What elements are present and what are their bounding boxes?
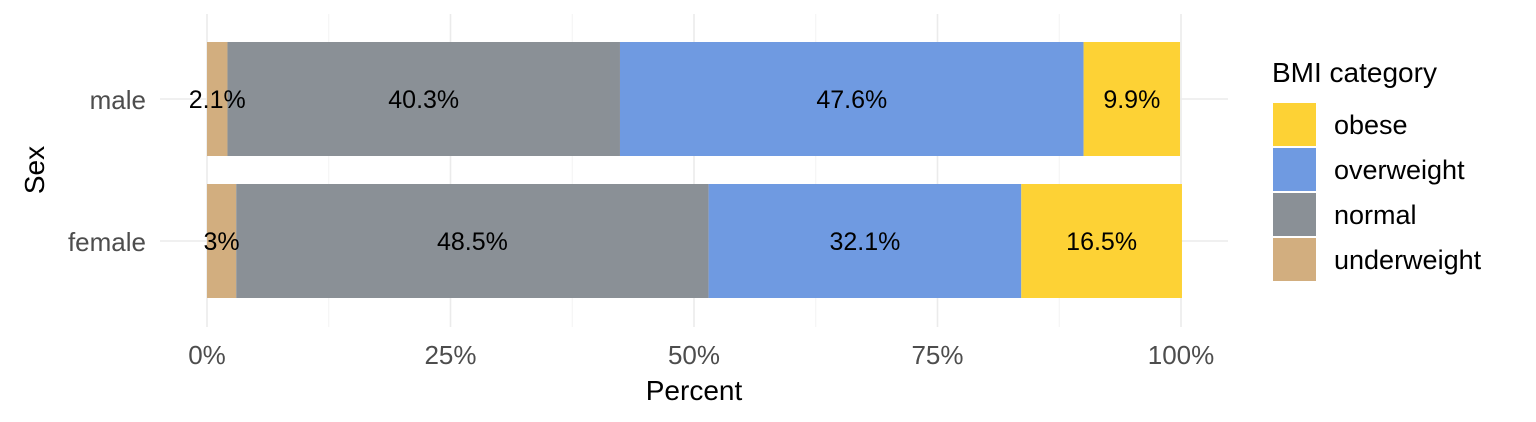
legend-label-normal: normal	[1334, 200, 1417, 230]
bar-overweight-male	[619, 42, 1084, 156]
bar-underweight-female	[207, 184, 237, 298]
y-axis-ticks: male female	[68, 85, 146, 257]
legend-label-obese: obese	[1334, 110, 1408, 140]
x-tick-label: 100%	[1148, 340, 1215, 370]
y-tick-label-male: male	[90, 85, 146, 115]
legend: BMI category obese overweight normal underw…	[1272, 57, 1482, 281]
y-axis-title: Sex	[19, 146, 50, 194]
data-labels: 2.1% 40.3% 47.6% 9.9% 3% 48.5% 32.1% 16.5%	[189, 86, 1161, 256]
legend-key-underweight	[1273, 238, 1316, 281]
legend-key-obese	[1273, 103, 1316, 146]
legend-title: BMI category	[1272, 57, 1437, 88]
x-axis-title: Percent	[646, 375, 743, 406]
data-label-normal-male: 40.3%	[388, 86, 459, 114]
legend-key-overweight	[1273, 148, 1316, 191]
bar-overweight-female	[708, 184, 1022, 298]
x-tick-label: 0%	[188, 340, 226, 370]
data-label-normal-female: 48.5%	[437, 228, 508, 256]
bar-obese-male	[1083, 42, 1181, 156]
data-label-overweight-male: 47.6%	[816, 86, 887, 114]
bar-underweight-male	[207, 42, 228, 156]
data-label-underweight-female: 3%	[204, 228, 240, 256]
bar-segments	[207, 42, 1182, 298]
legend-label-underweight: underweight	[1334, 245, 1482, 275]
legend-label-overweight: overweight	[1334, 155, 1465, 185]
legend-key-normal	[1273, 193, 1316, 236]
bar-normal-female	[236, 184, 709, 298]
data-label-obese-female: 16.5%	[1066, 228, 1137, 256]
data-label-underweight-male: 2.1%	[189, 86, 246, 114]
x-tick-label: 25%	[424, 340, 476, 370]
x-axis-ticks: 0% 25% 50% 75% 100%	[188, 340, 1214, 370]
bar-normal-male	[227, 42, 620, 156]
x-tick-label: 50%	[668, 340, 720, 370]
y-tick-label-female: female	[68, 227, 146, 257]
x-tick-label: 75%	[911, 340, 963, 370]
data-label-obese-male: 9.9%	[1103, 86, 1160, 114]
data-label-overweight-female: 32.1%	[829, 228, 900, 256]
bar-obese-female	[1021, 184, 1182, 298]
